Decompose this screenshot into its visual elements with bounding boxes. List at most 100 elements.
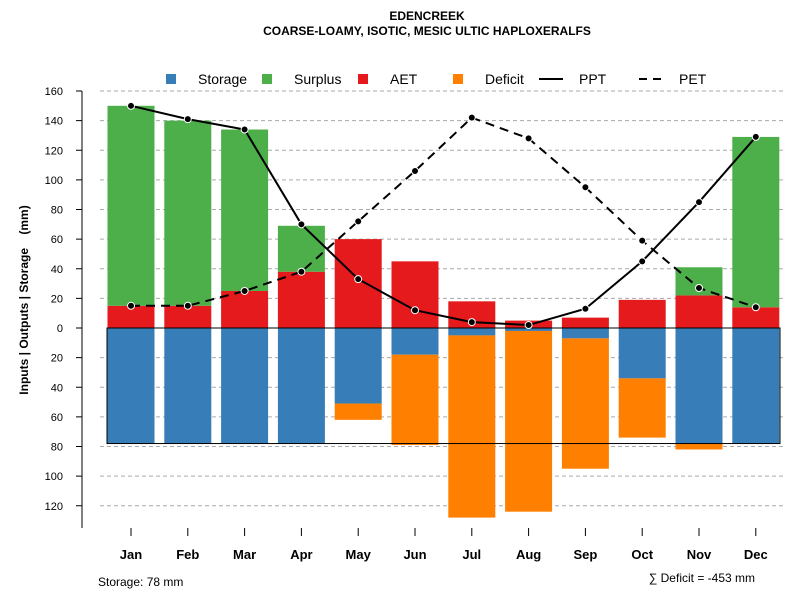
pet-point	[467, 113, 476, 122]
aet-bar	[277, 271, 325, 328]
x-tick-label: Mar	[233, 547, 256, 562]
legend-label-surplus: Surplus	[294, 71, 341, 87]
legend: Storage Surplus AET Deficit PPT PET	[166, 71, 707, 87]
storage-bar	[277, 328, 325, 444]
legend-label-ppt: PPT	[579, 71, 607, 87]
y-tick-label: 60	[51, 412, 63, 424]
ppt-point	[297, 220, 306, 229]
storage-bar	[618, 328, 666, 379]
pet-line	[131, 116, 757, 309]
y-tick-label: 80	[51, 442, 63, 454]
ppt-point	[127, 101, 135, 110]
ppt-point	[695, 198, 703, 207]
y-tick-label: 120	[45, 501, 63, 513]
y-tick-label: 60	[51, 234, 63, 246]
ppt-point	[524, 321, 533, 330]
legend-swatch-deficit	[453, 74, 463, 84]
storage-bar	[505, 328, 553, 331]
y-tick-label: 80	[51, 205, 63, 217]
x-tick-label: Nov	[687, 547, 712, 562]
storage-capacity-box	[106, 327, 781, 445]
pet-point	[183, 301, 192, 310]
x-tick-label: Jul	[462, 547, 481, 562]
pet-point	[297, 267, 306, 276]
storage-bar	[675, 328, 723, 444]
deficit-bar	[505, 330, 553, 512]
deficit-bar	[391, 354, 439, 446]
y-tick-label: 0	[57, 323, 63, 335]
x-tick-label: Aug	[516, 547, 541, 562]
legend-label-aet: AET	[390, 71, 418, 87]
storage-bar	[221, 328, 269, 444]
legend-label-deficit: Deficit	[485, 71, 524, 87]
x-tick-label: Feb	[176, 547, 199, 562]
ppt-point	[183, 115, 192, 124]
y-axis-label: Inputs | Outputs | Storage (mm)	[17, 205, 31, 394]
y-tick-label: 120	[45, 145, 63, 157]
pet-point	[240, 286, 249, 295]
x-tick-label: Dec	[744, 547, 768, 562]
ppt-point	[354, 275, 363, 284]
ppt-point	[411, 306, 419, 315]
y-tick-label: 100	[45, 471, 63, 483]
x-tick-label: Apr	[290, 547, 312, 562]
y-tick-label: 40	[51, 264, 63, 276]
chart-title: EDENCREEK	[389, 9, 465, 23]
y-tick-label: 160	[45, 86, 63, 98]
deficit-bar	[334, 403, 382, 420]
lines	[127, 101, 760, 330]
pet-point	[524, 134, 533, 143]
surplus-bar	[277, 225, 325, 272]
ppt-point	[751, 132, 760, 141]
aet-bar	[334, 239, 382, 328]
storage-bar	[107, 328, 155, 444]
pet-point	[638, 236, 647, 245]
storage-annotation: Storage: 78 mm	[98, 575, 183, 589]
pet-point	[751, 303, 760, 312]
aet-bar	[391, 261, 439, 328]
storage-bar	[391, 328, 439, 355]
aet-bar	[164, 305, 212, 328]
aet-bar	[675, 295, 723, 328]
aet-bar	[107, 305, 155, 328]
pet-point	[695, 284, 703, 293]
legend-label-pet: PET	[679, 71, 707, 87]
legend-label-storage: Storage	[198, 71, 247, 87]
storage-bar	[334, 328, 382, 404]
x-tick-label: Sep	[573, 547, 597, 562]
y-tick-label: 40	[51, 382, 63, 394]
legend-swatch-storage	[166, 74, 176, 84]
pet-point	[411, 166, 419, 175]
surplus-bar	[732, 136, 780, 308]
pet-point	[354, 217, 363, 226]
pet-point	[127, 301, 135, 310]
ppt-point	[581, 304, 590, 313]
x-tick-label: Jun	[403, 547, 426, 562]
y-tick-label: 140	[45, 116, 63, 128]
deficit-bar	[618, 378, 666, 438]
gridlines	[100, 90, 783, 507]
y-tick-label: 20	[51, 353, 63, 365]
x-tick-label: May	[346, 547, 372, 562]
surplus-bar	[107, 105, 155, 306]
aet-bar	[561, 317, 609, 328]
deficit-bar	[561, 338, 609, 469]
ppt-point	[240, 125, 249, 134]
legend-swatch-surplus	[262, 74, 272, 84]
pet-point	[581, 183, 590, 192]
aet-bar	[221, 290, 269, 328]
storage-bar	[164, 328, 212, 444]
ppt-point	[638, 257, 647, 266]
x-tick-label: Jan	[120, 547, 142, 562]
aet-bar	[732, 307, 780, 328]
x-tick-label: Oct	[631, 547, 653, 562]
aet-bar	[618, 299, 666, 328]
y-tick-label: 20	[51, 293, 63, 305]
storage-bar	[561, 328, 609, 339]
chart-subtitle: COARSE-LOAMY, ISOTIC, MESIC ULTIC HAPLOX…	[263, 24, 591, 38]
ppt-line	[130, 104, 757, 327]
deficit-annotation: ∑ Deficit = -453 mm	[649, 571, 755, 585]
deficit-bar	[448, 335, 496, 518]
legend-swatch-aet	[358, 74, 368, 84]
